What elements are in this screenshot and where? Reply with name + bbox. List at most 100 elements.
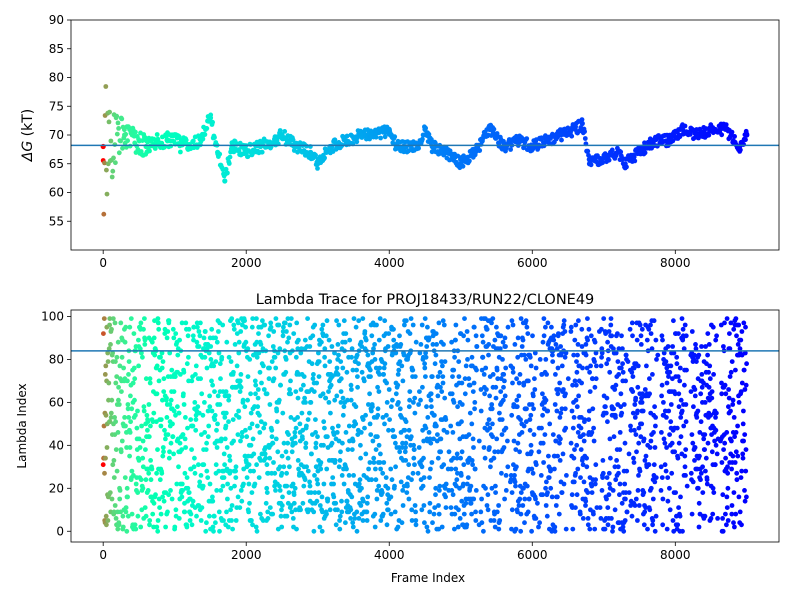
lambda-point <box>559 490 565 495</box>
free-energy-point <box>102 160 107 166</box>
lambda-point <box>108 410 114 416</box>
lambda-point <box>743 382 749 388</box>
free-energy-point <box>101 211 107 217</box>
lambda-point <box>601 316 607 321</box>
lambda-point <box>372 357 378 362</box>
lambda-point <box>640 408 646 414</box>
lambda-point <box>666 408 672 414</box>
lambda-point <box>514 376 519 382</box>
lambda-point <box>660 337 665 343</box>
lambda-point <box>435 455 441 461</box>
lambda-point <box>452 354 457 360</box>
lambda-point <box>572 378 578 384</box>
lambda-point <box>111 475 117 480</box>
lambda-point <box>580 365 585 371</box>
lambda-point <box>733 449 739 455</box>
lambda-point <box>325 496 331 502</box>
free-energy-point <box>651 138 657 144</box>
lambda-point <box>606 470 612 476</box>
lambda-point <box>169 367 175 373</box>
lambda-point <box>509 507 515 513</box>
lambda-point <box>385 507 391 513</box>
lambda-point <box>410 470 416 476</box>
lambda-point <box>137 346 143 352</box>
lambda-point <box>723 511 728 517</box>
lambda-point <box>317 503 323 508</box>
lambda-point <box>485 421 490 427</box>
lambda-point <box>255 387 261 392</box>
lambda-point <box>497 346 503 352</box>
lambda-point <box>126 359 132 364</box>
lambda-point <box>490 421 495 427</box>
lambda-point <box>159 470 165 476</box>
lambda-point <box>310 376 316 382</box>
lambda-point <box>722 320 727 326</box>
lambda-point <box>370 404 375 410</box>
lambda-point <box>692 393 698 399</box>
free-energy-point <box>544 138 550 144</box>
lambda-point <box>120 513 126 519</box>
lambda-point <box>130 380 136 386</box>
free-energy-point <box>508 147 513 152</box>
lambda-point <box>472 406 477 412</box>
lambda-point <box>348 516 353 521</box>
lambda-point <box>446 449 452 455</box>
lambda-point <box>357 477 363 483</box>
lambda-point <box>575 430 581 435</box>
lambda-point <box>547 421 553 427</box>
lambda-point <box>666 374 671 379</box>
lambda-point <box>254 462 259 468</box>
lambda-point <box>384 500 390 506</box>
lambda-point <box>725 470 731 476</box>
lambda-point <box>503 488 509 493</box>
lambda-point <box>240 397 246 403</box>
lambda-point <box>694 415 700 420</box>
lambda-point <box>630 374 636 379</box>
lambda-point <box>103 412 109 418</box>
lambda-point <box>503 365 509 371</box>
lambda-trace-y-axis-label: Lambda Index <box>15 383 29 468</box>
free-energy-point <box>524 136 530 142</box>
lambda-point <box>277 346 283 352</box>
lambda-point <box>636 503 642 508</box>
lambda-point <box>505 464 511 470</box>
lambda-point <box>209 326 215 332</box>
lambda-point <box>314 498 320 504</box>
lambda-point <box>213 359 219 364</box>
free-energy-point <box>313 152 318 158</box>
lambda-point <box>290 481 296 487</box>
lambda-point <box>356 318 362 324</box>
lambda-point <box>340 440 345 446</box>
free-energy-point <box>729 129 735 135</box>
lambda-point <box>172 374 178 379</box>
lambda-point <box>502 335 508 341</box>
lambda-point <box>285 440 291 446</box>
lambda-point <box>515 354 521 360</box>
lambda-point <box>369 333 375 339</box>
lambda-point <box>517 449 522 455</box>
lambda-point <box>671 318 676 324</box>
lambda-point <box>453 466 459 472</box>
lambda-point <box>520 337 526 343</box>
lambda-point <box>476 438 482 444</box>
lambda-point <box>483 485 488 491</box>
lambda-point <box>702 432 708 437</box>
lambda-point <box>196 462 201 468</box>
lambda-point <box>149 339 155 345</box>
lambda-point <box>222 462 228 468</box>
lambda-point <box>368 374 373 379</box>
lambda-point <box>501 372 507 377</box>
lambda-point <box>573 505 578 510</box>
lambda-point <box>664 445 669 450</box>
lambda-point <box>286 432 291 437</box>
lambda-point <box>681 346 687 352</box>
lambda-point <box>165 509 170 515</box>
lambda-point <box>211 528 216 534</box>
lambda-point <box>653 337 659 343</box>
lambda-point <box>312 490 318 495</box>
lambda-point <box>138 524 144 530</box>
lambda-point <box>699 372 705 377</box>
lambda-point <box>397 406 403 412</box>
lambda-point <box>260 518 266 523</box>
lambda-point <box>586 326 592 332</box>
